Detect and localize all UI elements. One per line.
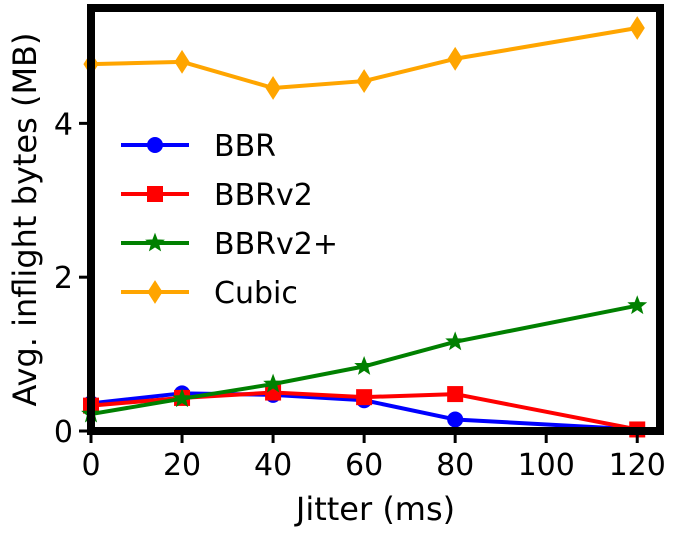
- legend-marker: [147, 186, 163, 202]
- data-point: [629, 16, 645, 40]
- series-line: [90, 303, 638, 417]
- series-Cubic: [83, 16, 645, 100]
- series-line: [90, 391, 638, 432]
- legend-label: BBR: [214, 129, 276, 164]
- data-point: [356, 389, 373, 406]
- x-tick-label: 60: [345, 448, 383, 483]
- legend-label: BBRv2+: [214, 227, 338, 262]
- x-axis-label: Jitter (ms): [294, 490, 455, 528]
- plot-frame: [87, 4, 664, 435]
- x-tick-label: 0: [81, 448, 100, 483]
- legend-item: BBRv2+: [121, 227, 338, 262]
- data-point: [356, 69, 372, 93]
- y-axis-label: Avg. inflight bytes (MB): [6, 33, 44, 407]
- y-tick-label: 0: [54, 415, 73, 450]
- data-point: [263, 373, 283, 393]
- x-tick-label: 120: [609, 448, 666, 483]
- x-tick-label: 80: [436, 448, 474, 483]
- data-point: [172, 388, 192, 408]
- data-point: [447, 386, 464, 403]
- legend-label: Cubic: [214, 276, 298, 311]
- legend-item: BBRv2: [121, 178, 313, 213]
- legend-marker: [147, 280, 163, 304]
- data-point: [354, 355, 375, 375]
- x-tick-label: 100: [518, 448, 575, 483]
- legend-marker: [147, 137, 163, 153]
- data-point: [445, 331, 466, 351]
- y-tick-label: 2: [54, 261, 73, 296]
- data-point: [447, 411, 464, 428]
- data-point: [265, 76, 281, 100]
- legend-item: BBR: [121, 129, 276, 164]
- x-tick-label: 20: [163, 448, 201, 483]
- data-point: [447, 46, 463, 71]
- series-line: [90, 26, 638, 90]
- legend: BBR BBRv2 BBRv2+ Cubic: [121, 129, 338, 311]
- legend-marker: [145, 232, 165, 252]
- x-tick-label: 40: [254, 448, 292, 483]
- data-point: [627, 295, 648, 315]
- axes: 0 20 40 60 80 100 120 0 2 4: [54, 107, 666, 483]
- legend-item: Cubic: [121, 276, 298, 311]
- series-layer: [81, 16, 648, 438]
- legend-label: BBRv2: [214, 178, 313, 213]
- y-tick-label: 4: [54, 107, 73, 142]
- series-line: [90, 390, 638, 432]
- data-point: [174, 49, 190, 74]
